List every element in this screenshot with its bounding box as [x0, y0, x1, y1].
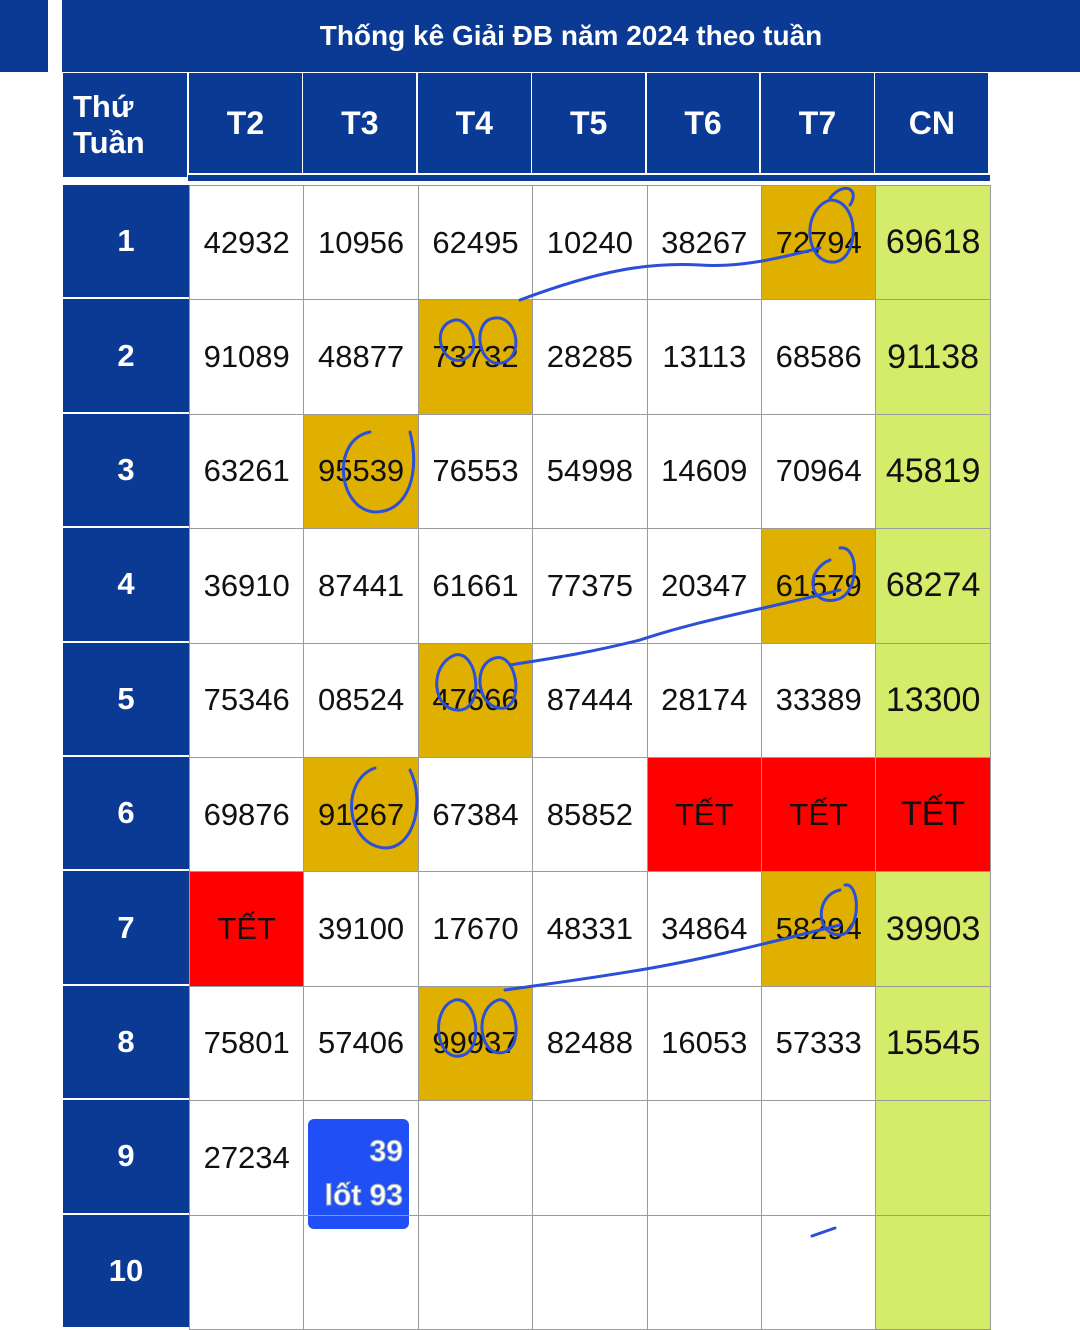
cell: 91267: [303, 757, 419, 873]
cell: 91138: [875, 299, 991, 415]
cell: 34864: [646, 871, 762, 987]
cell: 69876: [189, 757, 305, 873]
cell: 16053: [646, 985, 762, 1102]
cell: 38267: [646, 185, 762, 301]
cell: 87441: [303, 528, 419, 644]
cell: 45819: [875, 413, 991, 530]
cell: 36910: [189, 528, 305, 644]
cell: TẾT: [761, 757, 877, 873]
cell: 28174: [646, 642, 762, 758]
cell: [646, 1214, 762, 1330]
cell: 10240: [532, 185, 648, 301]
cell: 85852: [532, 757, 648, 873]
cell: 68274: [875, 528, 991, 644]
cell: 13113: [646, 299, 762, 415]
cell: [303, 1214, 419, 1330]
cell: TẾT: [875, 757, 991, 873]
cell: 62495: [417, 185, 534, 301]
cell: 42932: [189, 185, 305, 301]
sticker-text: 39: [369, 1135, 403, 1169]
cell: 77375: [532, 528, 648, 644]
cell: [761, 1100, 877, 1216]
week-label: 1: [63, 185, 189, 298]
cell: TẾT: [189, 871, 305, 987]
cell: 76553: [417, 413, 534, 530]
cell: [875, 1100, 991, 1216]
cell: [875, 1214, 991, 1330]
cell: [189, 1214, 305, 1330]
cell: 08524: [303, 642, 419, 758]
column-header: T6: [646, 73, 760, 173]
cell: 75801: [189, 985, 305, 1102]
cell: 68586: [761, 299, 877, 415]
sticker: 39 lốt 93: [308, 1119, 409, 1230]
cell: 57406: [303, 985, 419, 1102]
corner-top: Thứ: [73, 89, 134, 124]
cell: 10956: [303, 185, 419, 301]
week-label: 4: [63, 528, 189, 641]
cell: 61579: [761, 528, 877, 644]
cell: 58294: [761, 871, 877, 987]
week-label: 5: [63, 642, 189, 755]
cell: 91089: [189, 299, 305, 415]
week-label: 9: [63, 1100, 189, 1213]
cell: 28285: [532, 299, 648, 415]
cell: 63261: [189, 413, 305, 530]
cell: [532, 1214, 648, 1330]
cell: 39100: [303, 871, 419, 987]
cell: 99937: [417, 985, 534, 1102]
cell: [417, 1100, 534, 1216]
cell: 17670: [417, 871, 534, 987]
column-header: T5: [532, 73, 646, 173]
cell: 75346: [189, 642, 305, 758]
cell: [761, 1214, 877, 1330]
cell: 14609: [646, 413, 762, 530]
week-label: 8: [63, 985, 189, 1099]
week-label: 2: [63, 299, 189, 412]
cell: 70964: [761, 413, 877, 530]
header-rule: [188, 175, 990, 181]
corner-bottom: Tuần: [73, 125, 145, 160]
column-header: T3: [303, 73, 417, 173]
week-label: 3: [63, 413, 189, 527]
cell: 15545: [875, 985, 991, 1102]
column-header: T2: [189, 73, 302, 173]
cell: 73732: [417, 299, 534, 415]
cell: 95539: [303, 413, 419, 530]
cell: 13300: [875, 642, 991, 758]
cell: 48877: [303, 299, 419, 415]
cell: 48331: [532, 871, 648, 987]
cell: 82488: [532, 985, 648, 1102]
cell: 57333: [761, 985, 877, 1102]
banner-left: [0, 0, 48, 72]
cell: 61661: [417, 528, 534, 644]
cell: [646, 1100, 762, 1216]
cell: 87444: [532, 642, 648, 758]
cell: TẾT: [646, 757, 762, 873]
sticker-text: lốt 93: [324, 1179, 403, 1213]
cell: [532, 1100, 648, 1216]
week-label: 6: [63, 757, 189, 870]
cell: 54998: [532, 413, 648, 530]
column-header: T4: [417, 73, 531, 173]
week-label: 10: [63, 1214, 189, 1327]
corner: Thứ Tuần: [63, 73, 187, 177]
title: Thống kê Giải ĐB năm 2024 theo tuần: [62, 0, 1080, 72]
cell: 72794: [761, 185, 877, 301]
cell: 20347: [646, 528, 762, 644]
cell: 69618: [875, 185, 991, 301]
week-label: 7: [63, 871, 189, 984]
column-header: CN: [875, 73, 989, 173]
cell: 67384: [417, 757, 534, 873]
cell: 27234: [189, 1100, 305, 1216]
cell: 33389: [761, 642, 877, 758]
cell: 47666: [417, 642, 534, 758]
cell: [417, 1214, 534, 1330]
cell: 39903: [875, 871, 991, 987]
column-header: T7: [761, 73, 874, 173]
